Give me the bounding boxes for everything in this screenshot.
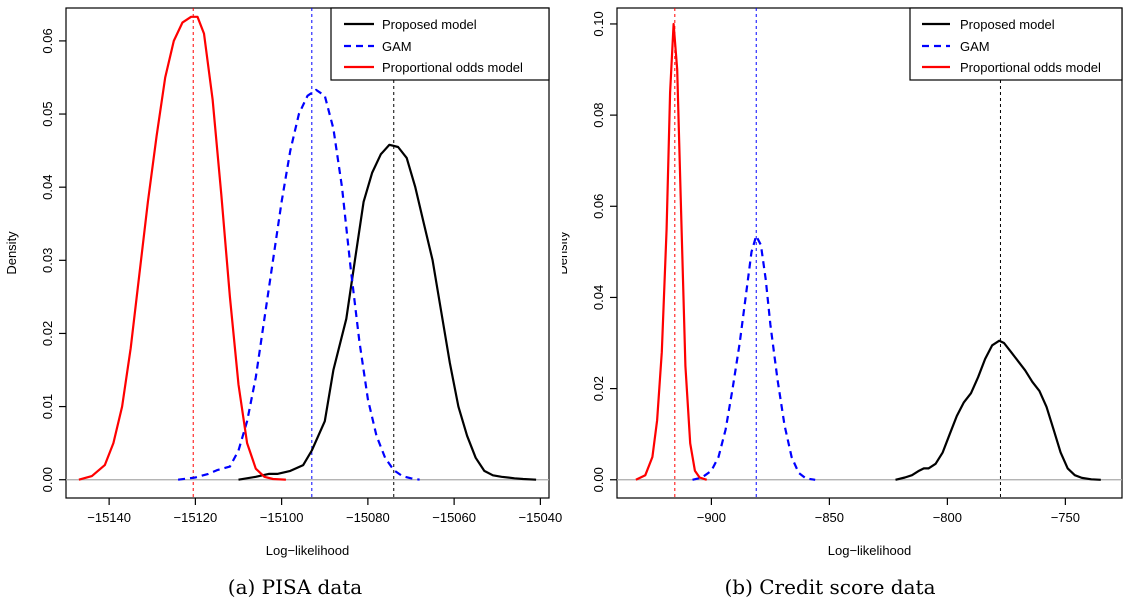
caption-pisa: (a) PISA data [227, 575, 363, 599]
density-curve-proportional-odds-model [635, 22, 708, 481]
x-axis-label: Log−likelihood [828, 543, 911, 558]
plot-frame [65, 7, 550, 499]
y-tick-label: 0.00 [40, 467, 55, 492]
density-curve-proposed-model [238, 143, 537, 481]
chart-pisa: −15140 −15120 −15100 −15080 −15060 −15040 0.00… [4, 7, 563, 558]
density-curve-gam [692, 234, 816, 481]
legend-label: Proposed model [382, 17, 477, 32]
y-tick-label: 0.06 [591, 194, 606, 219]
y-tick-label: 0.04 [40, 175, 55, 200]
x-tick-label: −900 [697, 510, 726, 525]
y-tick-label: 0.02 [591, 376, 606, 401]
y-axis-label: Density [4, 231, 19, 275]
legend-label: GAM [960, 39, 990, 54]
y-axis-label: Density [562, 231, 570, 275]
legend-label: Proposed model [960, 17, 1055, 32]
x-tick-label: −15140 [87, 510, 131, 525]
x-tick-label: −800 [933, 510, 962, 525]
plot-frame [616, 7, 1123, 499]
x-tick-label: −15040 [519, 510, 563, 525]
legend-label: Proportional odds model [382, 60, 523, 75]
y-tick-label: 0.00 [591, 467, 606, 492]
y-tick-label: 0.01 [40, 394, 55, 419]
x-tick-label: −15120 [174, 510, 218, 525]
density-curve-proportional-odds-model [78, 15, 286, 481]
chart-credit-score: −900 −850 −800 −750 0.00 0.02 0.04 0.06 0.08 0.10… [562, 7, 1123, 558]
y-tick-label: 0.05 [40, 101, 55, 126]
density-curve-proposed-model [895, 339, 1101, 481]
y-tick-label: 0.06 [40, 28, 55, 53]
x-tick-label: −850 [815, 510, 844, 525]
legend-box [909, 7, 1123, 81]
density-curve-gam [177, 88, 420, 481]
y-tick-label: 0.10 [591, 11, 606, 36]
caption-credit-score: (b) Credit score data [724, 575, 936, 599]
x-tick-label: −15100 [260, 510, 304, 525]
y-tick-label: 0.02 [40, 321, 55, 346]
legend-label: Proportional odds model [960, 60, 1101, 75]
legend-label: GAM [382, 39, 412, 54]
x-tick-label: −15080 [346, 510, 390, 525]
x-tick-label: −15060 [432, 510, 476, 525]
x-tick-label: −750 [1051, 510, 1080, 525]
y-tick-label: 0.03 [40, 248, 55, 273]
y-tick-label: 0.04 [591, 285, 606, 310]
x-axis-label: Log−likelihood [266, 543, 349, 558]
y-tick-label: 0.08 [591, 102, 606, 127]
